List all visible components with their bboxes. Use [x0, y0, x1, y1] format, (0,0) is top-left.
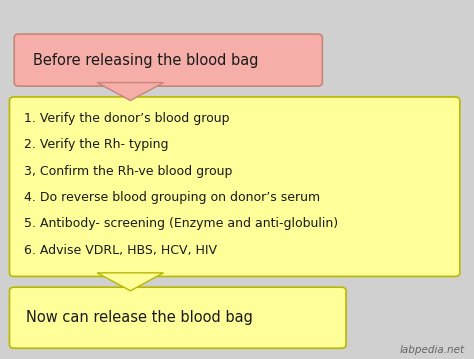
FancyBboxPatch shape — [9, 97, 460, 276]
Text: 5. Antibody- screening (Enzyme and anti-globulin): 5. Antibody- screening (Enzyme and anti-… — [24, 218, 338, 230]
FancyBboxPatch shape — [9, 287, 346, 348]
Polygon shape — [97, 83, 164, 101]
Text: 6. Advise VDRL, HBS, HCV, HIV: 6. Advise VDRL, HBS, HCV, HIV — [24, 244, 217, 257]
FancyBboxPatch shape — [14, 34, 322, 86]
Text: labpedia.net: labpedia.net — [400, 345, 465, 355]
Text: 2. Verify the Rh- typing: 2. Verify the Rh- typing — [24, 139, 168, 151]
Text: 3, Confirm the Rh-ve blood group: 3, Confirm the Rh-ve blood group — [24, 165, 232, 178]
Text: 4. Do reverse blood grouping on donor’s serum: 4. Do reverse blood grouping on donor’s … — [24, 191, 320, 204]
Polygon shape — [97, 273, 164, 291]
Text: Now can release the blood bag: Now can release the blood bag — [26, 310, 253, 325]
Text: 1. Verify the donor’s blood group: 1. Verify the donor’s blood group — [24, 112, 229, 125]
Text: Before releasing the blood bag: Before releasing the blood bag — [33, 53, 259, 67]
